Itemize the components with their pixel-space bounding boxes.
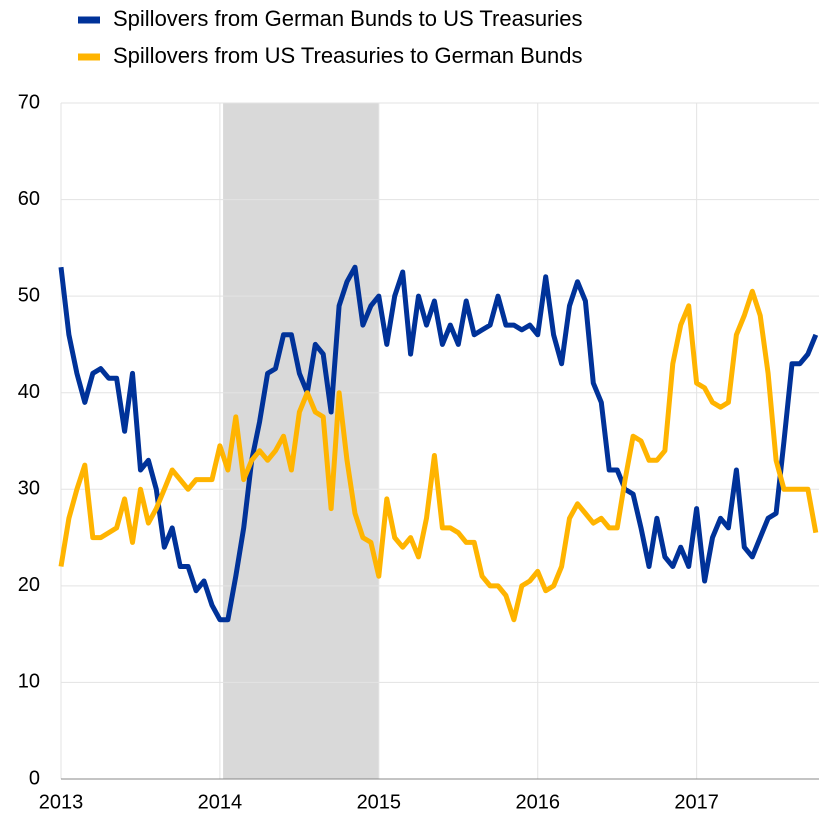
series-line (58, 288, 819, 623)
y-tick-label: 20 (18, 574, 40, 596)
y-tick-label: 70 (18, 91, 40, 113)
x-tick-label: 2015 (357, 791, 402, 813)
shaded-period (223, 103, 379, 779)
x-tick-label: 2017 (674, 791, 719, 813)
y-tick-label: 0 (29, 767, 40, 789)
x-tick-label: 2014 (198, 791, 243, 813)
x-tick-label: 2016 (515, 791, 560, 813)
y-tick-label: 50 (18, 284, 40, 306)
series-line (58, 264, 819, 623)
legend-label: Spillovers from US Treasuries to German … (113, 43, 583, 68)
x-tick-label: 2013 (39, 791, 84, 813)
y-tick-label: 40 (18, 381, 40, 403)
legend-label: Spillovers from German Bunds to US Treas… (113, 6, 583, 31)
y-tick-label: 30 (18, 478, 40, 500)
y-tick-label: 60 (18, 188, 40, 210)
y-tick-label: 10 (18, 671, 40, 693)
